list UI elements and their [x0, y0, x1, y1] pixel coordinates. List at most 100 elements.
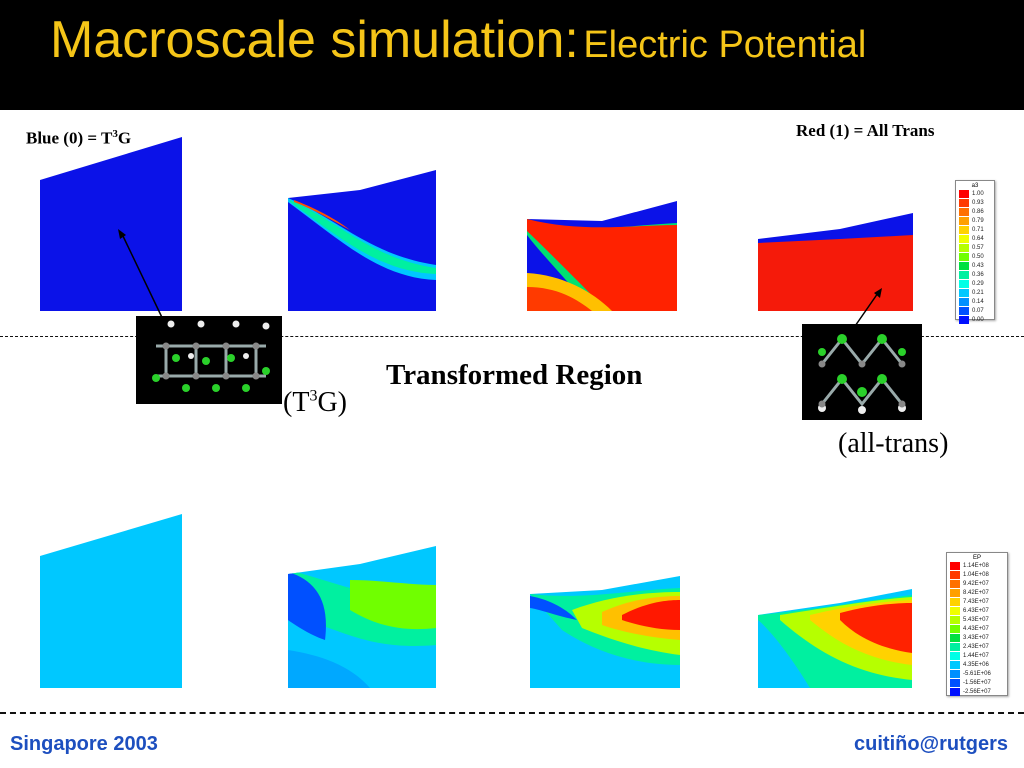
legend-bottom-swatch	[950, 669, 960, 678]
legend-top: a3 1.00 0.93 0.86 0.79 0.71 0.64 0.57 0.50 0.43 0…	[955, 180, 995, 324]
arrow-right	[852, 288, 882, 330]
t3g-molecule-image	[136, 316, 282, 404]
legend-bottom-row: 7.43E+07	[947, 597, 1007, 606]
legend-top-row: 0.00	[956, 315, 994, 324]
legend-top-swatch	[959, 306, 969, 315]
legend-bottom-value: 3.43E+07	[963, 634, 989, 641]
legend-bottom-swatch	[950, 687, 960, 696]
legend-top-swatch	[959, 270, 969, 279]
alltrans-molecule-image	[802, 324, 922, 420]
legend-bottom-swatch	[950, 597, 960, 606]
legend-bottom-swatch	[950, 606, 960, 615]
legend-top-swatch	[959, 225, 969, 234]
legend-top-swatch	[959, 216, 969, 225]
alltrans-label: (all-trans)	[838, 428, 949, 459]
legend-bottom-swatch	[950, 660, 960, 669]
blue-label-sup: 3	[112, 128, 118, 140]
legend-bottom-row: 6.43E+07	[947, 606, 1007, 615]
legend-bottom-swatch	[950, 561, 960, 570]
legend-bottom-row: 8.42E+07	[947, 588, 1007, 597]
t3g-label-sup: 3	[309, 387, 318, 405]
legend-bottom-value: 6.43E+07	[963, 607, 989, 614]
legend-top-swatch	[959, 252, 969, 261]
legend-top-row: 0.36	[956, 270, 994, 279]
legend-top-row: 0.57	[956, 243, 994, 252]
legend-top-swatch	[959, 207, 969, 216]
legend-bottom-value: -2.56E+07	[963, 688, 991, 695]
title-bar	[0, 0, 1024, 110]
legend-bottom-row: 9.42E+07	[947, 579, 1007, 588]
legend-top-swatch	[959, 288, 969, 297]
legend-top-row: 0.29	[956, 279, 994, 288]
legend-top-row: 0.93	[956, 198, 994, 207]
legend-top-row: 0.79	[956, 216, 994, 225]
legend-bottom-row: 2.43E+07	[947, 642, 1007, 651]
red-label: Red (1) = All Trans	[796, 121, 935, 140]
blue-label-tail: G	[117, 128, 132, 148]
legend-top-value: 0.07	[972, 307, 984, 314]
legend-bottom-swatch	[950, 624, 960, 633]
transformed-region-label: Transformed Region	[386, 359, 643, 391]
slide-title-sub: Electric Potential	[583, 24, 867, 66]
legend-top-row: 0.21	[956, 288, 994, 297]
legend-top-swatch	[959, 243, 969, 252]
legend-bottom-row: -5.61E+06	[947, 669, 1007, 678]
plot-top-2	[288, 170, 436, 311]
legend-top-row: 0.43	[956, 261, 994, 270]
legend-bottom-row: -2.56E+07	[947, 687, 1007, 696]
legend-top-value: 1.00	[972, 190, 984, 197]
legend-top-swatch	[959, 261, 969, 270]
legend-top-row: 0.14	[956, 297, 994, 306]
separator-top	[0, 336, 1024, 337]
slide-title: Macroscale simulation: Electric Potentia…	[50, 10, 866, 70]
legend-top-row: 1.00	[956, 189, 994, 198]
legend-top-row: 0.50	[956, 252, 994, 261]
t3g-label: (T3G)	[283, 387, 347, 419]
plot-top-4	[758, 213, 913, 311]
legend-bottom-swatch	[950, 633, 960, 642]
legend-top-value: 0.71	[972, 226, 984, 233]
legend-top-swatch	[959, 315, 969, 324]
legend-bottom-row: 4.35E+06	[947, 660, 1007, 669]
legend-bottom: EP 1.14E+08 1.04E+08 9.42E+07 8.42E+07 7.43E…	[946, 552, 1008, 696]
legend-bottom-value: 7.43E+07	[963, 598, 989, 605]
plot-bottom-1	[40, 514, 182, 688]
legend-bottom-value: 5.43E+07	[963, 616, 989, 623]
footer-left: Singapore 2003	[10, 733, 158, 755]
plot-bottom-3	[530, 576, 680, 688]
legend-bottom-title: EP	[972, 555, 981, 561]
legend-bottom-row: 5.43E+07	[947, 615, 1007, 624]
legend-bottom-value: 4.43E+07	[963, 625, 989, 632]
legend-bottom-swatch	[950, 570, 960, 579]
legend-bottom-value: 4.35E+06	[963, 661, 989, 668]
legend-top-swatch	[959, 198, 969, 207]
legend-bottom-value: 9.42E+07	[963, 580, 989, 587]
legend-bottom-swatch	[950, 615, 960, 624]
t3g-label-close: G)	[317, 387, 347, 418]
legend-top-value: 0.93	[972, 199, 984, 206]
plot-bottom-2	[288, 546, 436, 688]
legend-top-swatch	[959, 297, 969, 306]
legend-top-row: 0.71	[956, 225, 994, 234]
legend-top-swatch	[959, 279, 969, 288]
legend-bottom-row: 1.04E+08	[947, 570, 1007, 579]
arrow-left	[118, 229, 169, 331]
legend-bottom-value: -5.61E+06	[963, 670, 991, 677]
legend-top-value: 0.36	[972, 271, 984, 278]
legend-bottom-swatch	[950, 678, 960, 687]
legend-bottom-row: 1.14E+08	[947, 561, 1007, 570]
legend-top-value: 0.64	[972, 235, 984, 242]
legend-top-value: 0.57	[972, 244, 984, 251]
legend-top-value: 0.00	[972, 316, 984, 323]
legend-bottom-row: 1.44E+07	[947, 651, 1007, 660]
legend-top-row: 0.07	[956, 306, 994, 315]
separator-bottom	[0, 712, 1024, 714]
plot-bottom-4	[758, 589, 912, 688]
plot-top-3	[527, 201, 677, 311]
legend-bottom-swatch	[950, 588, 960, 597]
legend-top-value: 0.86	[972, 208, 984, 215]
legend-top-row: 0.86	[956, 207, 994, 216]
legend-top-value: 0.50	[972, 253, 984, 260]
legend-top-value: 0.14	[972, 298, 984, 305]
legend-top-title: a3	[971, 183, 979, 189]
